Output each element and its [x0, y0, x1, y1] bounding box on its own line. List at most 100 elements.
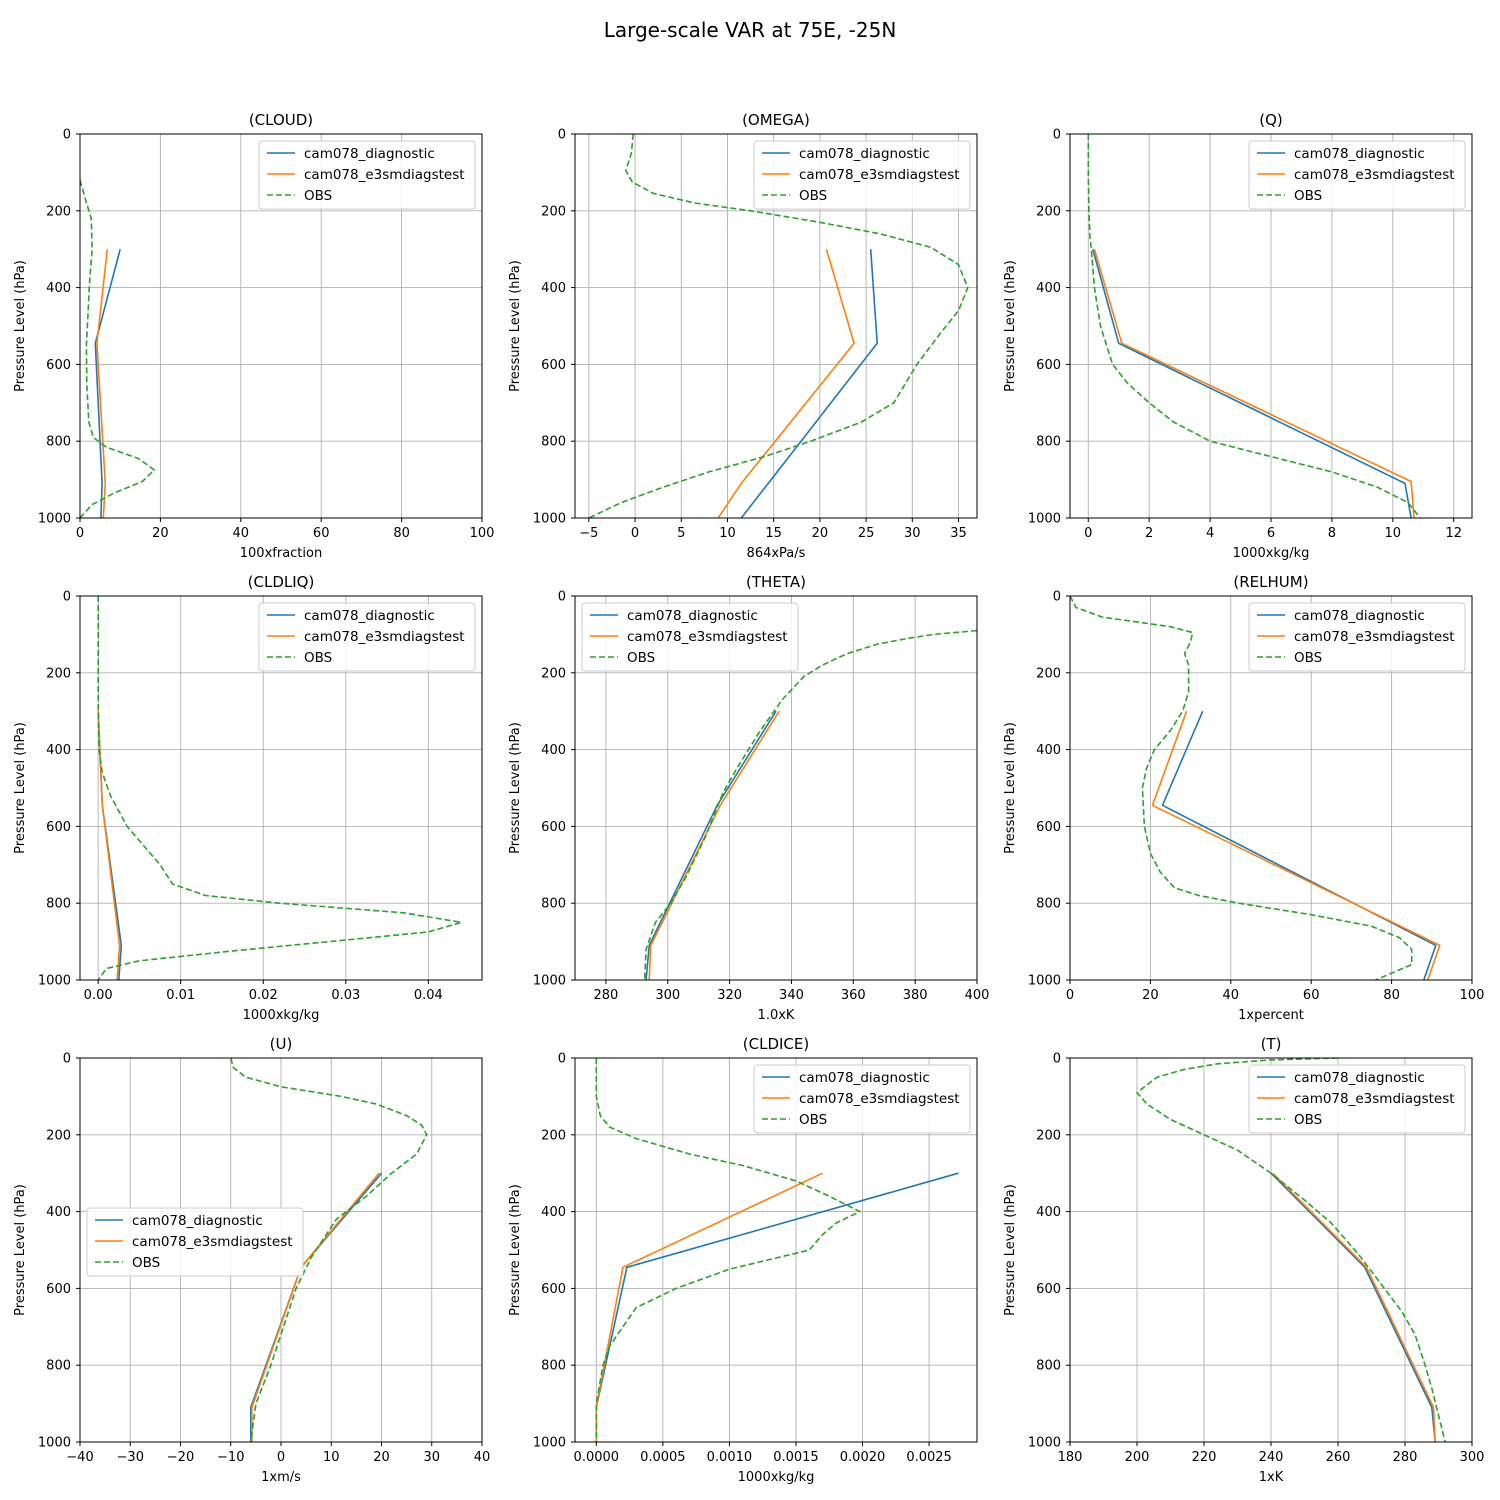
x-tick-label: 280	[1393, 1450, 1418, 1465]
y-tick-label: 800	[1036, 897, 1061, 912]
x-tick-label: 30	[423, 1450, 440, 1465]
legend-label: cam078_e3smdiagstest	[304, 167, 465, 183]
legend-label: cam078_e3smdiagstest	[1294, 167, 1455, 183]
series-lines	[1070, 596, 1441, 980]
legend: cam078_diagnostic cam078_e3smdiagstest OBS	[1248, 140, 1466, 210]
legend-box	[1248, 602, 1466, 672]
y-axis-label: Pressure Level (hPa)	[13, 1184, 28, 1316]
x-tick-label: 0	[1084, 526, 1092, 541]
x-tick-label: 20	[373, 1450, 390, 1465]
legend: cam078_diagnostic cam078_e3smdiagstest OBS	[258, 602, 476, 672]
y-tick-label: 0	[63, 590, 71, 605]
legend-label: OBS	[304, 188, 332, 204]
legend-label: cam078_diagnostic	[1294, 146, 1425, 162]
x-tick-label: 180	[1058, 1450, 1083, 1465]
chart-panel: −5 0 5 10 15 20 25 30 35 0 200 400 600 800 1000 (OMEGA)…	[508, 111, 978, 561]
y-axis-label: Pressure Level (hPa)	[508, 260, 523, 392]
series-line	[1270, 1172, 1436, 1442]
series-line	[1136, 1058, 1446, 1442]
legend-box	[258, 602, 476, 672]
x-tick-label: 240	[1259, 1450, 1284, 1465]
legend-label: cam078_e3smdiagstest	[304, 629, 465, 645]
x-tick-label: 0	[76, 526, 84, 541]
series-lines	[595, 1058, 959, 1442]
series-line	[595, 1058, 861, 1442]
series-line	[1151, 710, 1441, 980]
x-tick-label: 300	[655, 988, 680, 1003]
x-tick-label: 100	[1460, 988, 1485, 1003]
x-tick-label: 8	[1328, 526, 1336, 541]
panel-title: (OMEGA)	[742, 111, 810, 129]
panel-title: (T)	[1261, 1035, 1282, 1053]
legend-box	[258, 140, 476, 210]
legend-box	[1248, 1064, 1466, 1134]
legend-label: cam078_e3smdiagstest	[1294, 1091, 1455, 1107]
x-tick-label: 380	[903, 988, 928, 1003]
series-line	[595, 1172, 823, 1442]
chart-panel: 0 20 40 60 80 10002004006008001000(CLOUD)100x…	[13, 111, 494, 561]
series-lines	[230, 1058, 428, 1442]
y-tick-label: 800	[541, 897, 566, 912]
legend-label: cam078_diagnostic	[132, 1213, 263, 1229]
legend-label: cam078_diagnostic	[799, 146, 930, 162]
y-tick-label: 200	[1036, 666, 1061, 681]
x-tick-label: 40	[1223, 988, 1240, 1003]
x-tick-label: 100	[470, 526, 495, 541]
x-tick-label: 320	[717, 988, 742, 1003]
x-tick-label: 0.01	[166, 988, 195, 1003]
y-tick-label: 400	[1036, 281, 1061, 296]
x-tick-label: 60	[313, 526, 330, 541]
legend-box	[581, 602, 799, 672]
legend-label: cam078_diagnostic	[1294, 608, 1425, 624]
y-tick-label: 600	[46, 820, 71, 835]
legend-box	[1248, 140, 1466, 210]
legend-label: cam078_diagnostic	[1294, 1070, 1425, 1086]
x-tick-label: 0.0020	[840, 1450, 886, 1465]
y-tick-label: 400	[46, 1205, 71, 1220]
y-tick-label: 0	[558, 128, 566, 143]
chart-panel: 0 2 4 6 8 10 12 0 200 400 600 800 1000 (Q) 1000xkg/kg P…	[1003, 111, 1473, 561]
y-axis-label: Pressure Level (hPa)	[1003, 1184, 1018, 1316]
chart-panel: 0.00 0.01 0.02 0.03 0.04 0 200 400 600 800 1000 (CL…	[13, 573, 483, 1023]
series-line	[1272, 1172, 1436, 1442]
series-line	[717, 248, 855, 518]
legend-label: cam078_e3smdiagstest	[1294, 629, 1455, 645]
y-tick-label: 200	[46, 1128, 71, 1143]
x-axis-label: 1000xkg/kg	[738, 1470, 815, 1485]
legend-label: OBS	[1294, 1112, 1322, 1128]
legend-label: OBS	[799, 188, 827, 204]
legend-label: cam078_diagnostic	[304, 608, 435, 624]
series-lines	[588, 134, 969, 518]
x-tick-label: 300	[1460, 1450, 1485, 1465]
legend: cam078_diagnostic cam078_e3smdiagstest OBS	[1248, 602, 1466, 672]
y-tick-label: 0	[558, 590, 566, 605]
y-tick-label: 400	[541, 1205, 566, 1220]
legend: cam078_diagnostic cam078_e3smdiagstest OBS	[753, 1064, 971, 1134]
y-tick-label: 1000	[38, 974, 71, 989]
series-line	[643, 629, 977, 980]
y-axis-label: Pressure Level (hPa)	[13, 722, 28, 854]
x-axis-label: 1xpercent	[1238, 1008, 1304, 1023]
y-tick-label: 600	[1036, 1282, 1061, 1297]
x-axis-label: 1xK	[1259, 1470, 1284, 1485]
series-line	[230, 1058, 428, 1442]
x-tick-label: 12	[1445, 526, 1462, 541]
panel-title: (CLDLIQ)	[248, 573, 315, 591]
x-tick-label: 40	[474, 1450, 491, 1465]
y-tick-label: 600	[541, 358, 566, 373]
y-tick-label: 1000	[533, 512, 566, 527]
y-tick-label: 1000	[1028, 512, 1061, 527]
x-tick-label: 15	[765, 526, 782, 541]
y-tick-label: 800	[46, 1359, 71, 1374]
y-tick-label: 400	[46, 281, 71, 296]
panel-title: (CLDICE)	[743, 1035, 809, 1053]
chart-panel: 180 200 220 240 260 280 300 0 200 400 600 800 1000 (T…	[1003, 1035, 1484, 1485]
x-tick-label: 20	[152, 526, 169, 541]
x-tick-label: 0.04	[414, 988, 443, 1003]
series-line	[96, 249, 109, 518]
y-tick-label: 800	[46, 897, 71, 912]
x-tick-label: 80	[393, 526, 410, 541]
x-axis-label: 1.0xK	[758, 1008, 795, 1023]
y-tick-label: 0	[1053, 128, 1061, 143]
